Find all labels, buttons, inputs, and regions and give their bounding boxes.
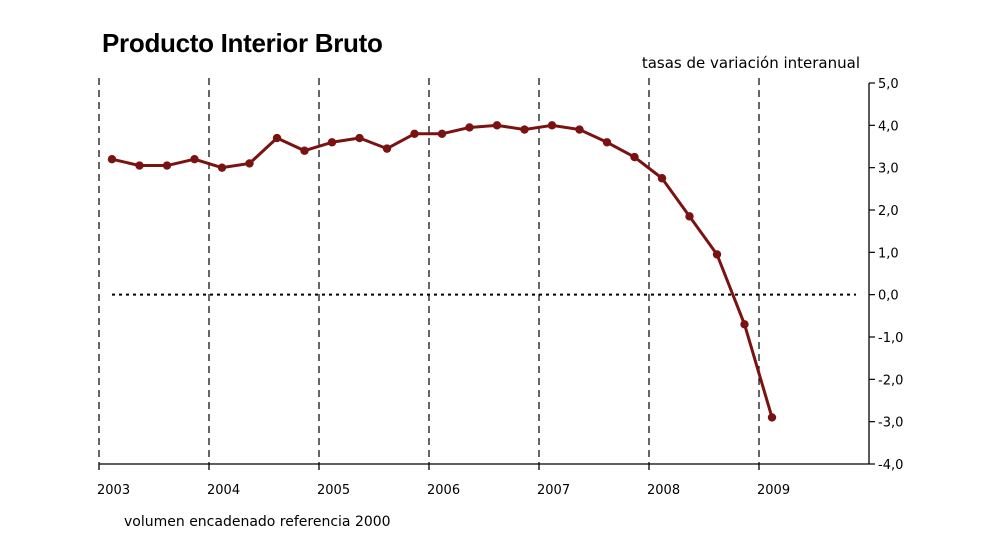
- data-point: [630, 152, 639, 162]
- data-point: [492, 121, 502, 130]
- data-point: [685, 212, 694, 221]
- x-tick-label: 2003: [97, 483, 130, 498]
- data-point: [520, 125, 529, 134]
- data-point: [355, 133, 364, 143]
- y-tick-label: -4,0: [878, 458, 903, 473]
- data-point: [190, 155, 199, 164]
- data-point: [575, 125, 584, 134]
- data-point: [410, 129, 419, 138]
- data-point: [327, 138, 337, 147]
- x-tick-label: 2004: [207, 483, 240, 498]
- data-point: [300, 146, 309, 155]
- chart-title: Producto Interior Bruto: [102, 28, 383, 58]
- data-point: [162, 161, 172, 170]
- data-point: [740, 320, 749, 329]
- x-tick-label: 2005: [317, 483, 350, 498]
- y-tick-label: 5,0: [878, 77, 899, 92]
- y-tick-label: 0,0: [878, 289, 899, 304]
- data-point: [272, 133, 282, 143]
- y-tick-label: -2,0: [878, 373, 903, 388]
- y-tick-label: 4,0: [878, 119, 899, 134]
- data-point: [465, 123, 474, 132]
- y-tick-label: -3,0: [878, 416, 903, 431]
- x-tick-label: 2009: [757, 483, 790, 498]
- data-point: [382, 144, 392, 153]
- x-tick-label: 2007: [537, 483, 570, 498]
- data-point: [547, 121, 557, 130]
- data-point: [657, 174, 667, 183]
- data-point: [107, 155, 117, 164]
- chart-subtitle: tasas de variación interanual: [641, 54, 860, 72]
- data-point: [437, 129, 447, 138]
- y-tick-label: 3,0: [878, 162, 899, 177]
- series-line: [111, 123, 774, 418]
- data-point: [135, 161, 144, 170]
- data-point: [602, 138, 612, 147]
- data-point: [767, 413, 777, 422]
- data-point: [712, 250, 722, 259]
- chart-note: volumen encadenado referencia 2000: [124, 514, 391, 530]
- data-point: [245, 159, 254, 168]
- x-tick-label: 2008: [647, 483, 680, 498]
- data-point: [217, 163, 227, 172]
- y-tick-label: -1,0: [878, 331, 903, 346]
- y-tick-label: 1,0: [878, 246, 899, 261]
- y-tick-label: 2,0: [878, 204, 899, 219]
- x-tick-label: 2006: [427, 483, 460, 498]
